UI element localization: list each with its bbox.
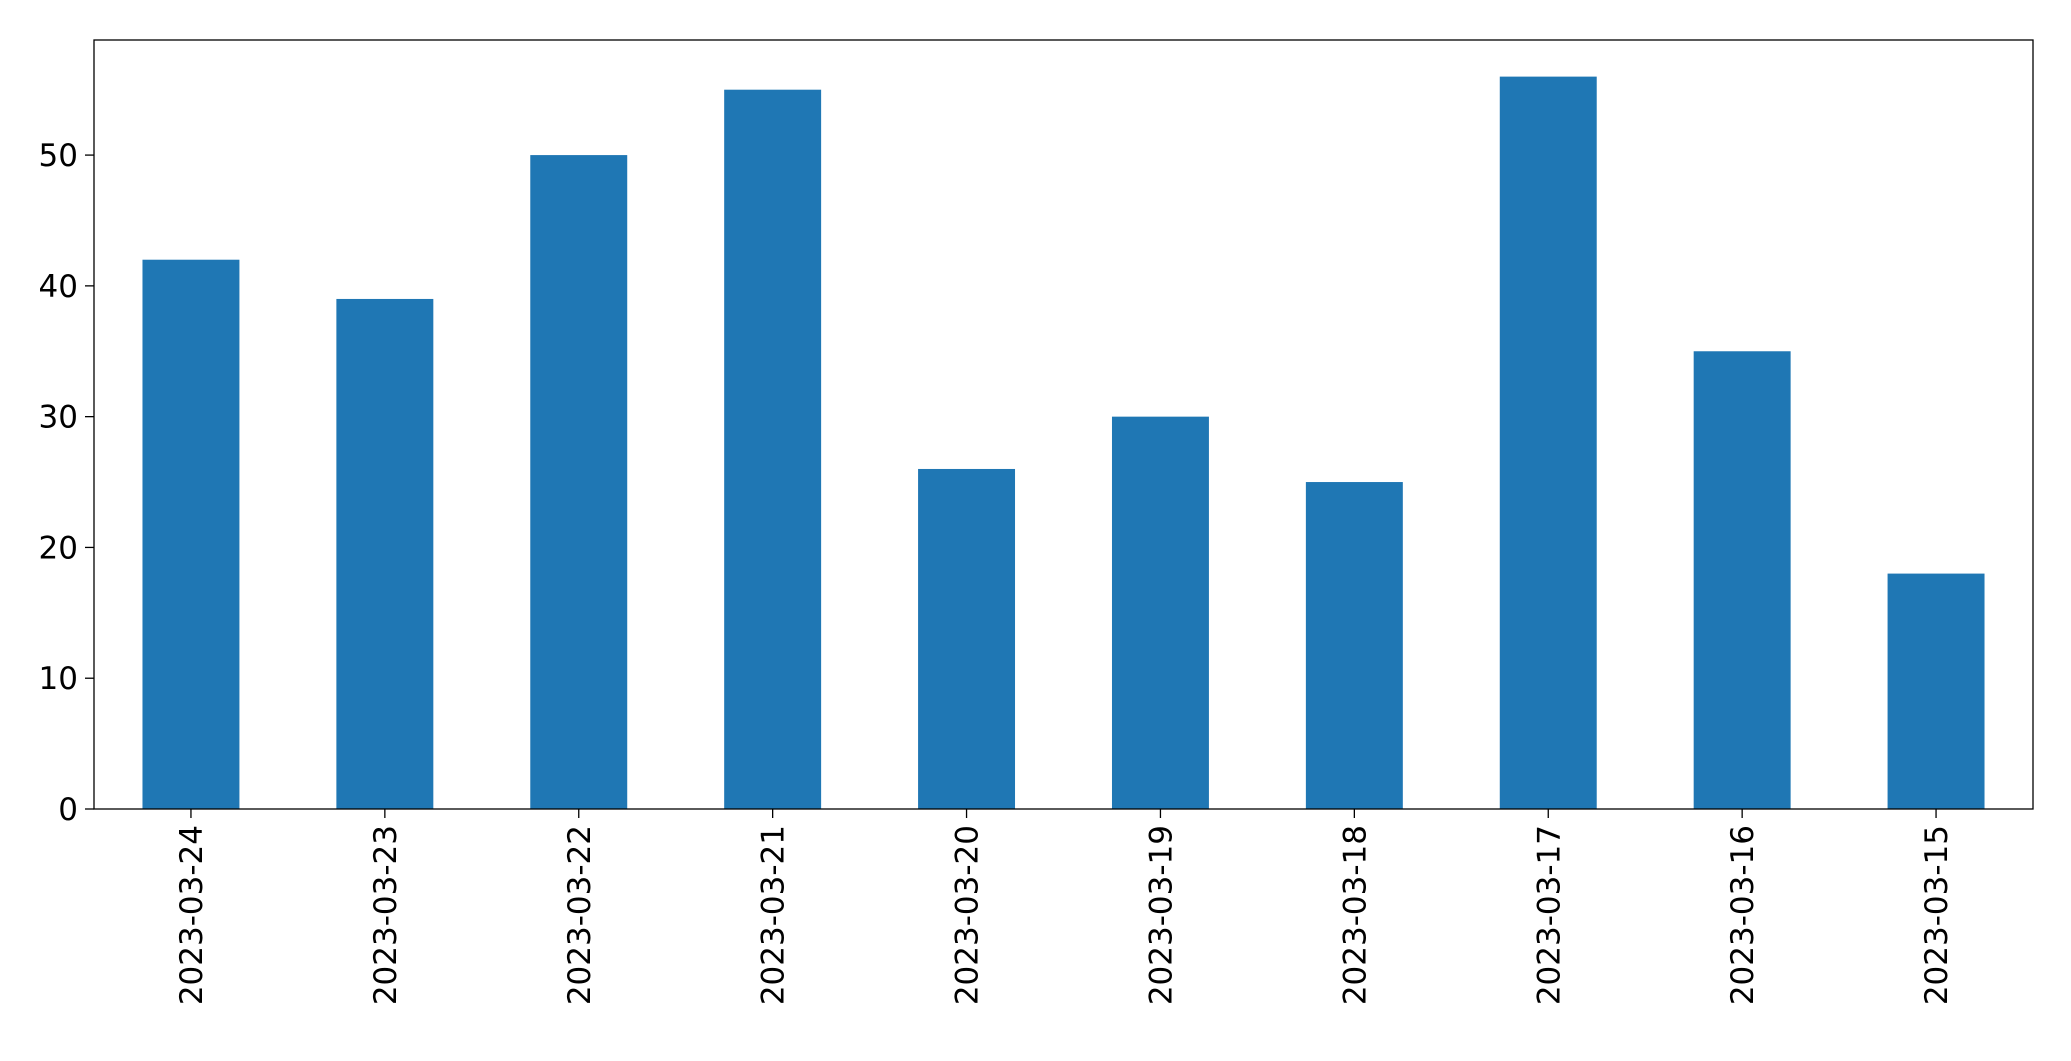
- x-tick-label: 2023-03-15: [1919, 825, 1955, 1005]
- bar: [530, 155, 628, 809]
- bar: [1499, 76, 1597, 810]
- bar: [1693, 351, 1791, 809]
- y-tick-label: 40: [39, 269, 78, 305]
- y-tick-label: 10: [39, 661, 78, 697]
- y-tick-label: 50: [39, 138, 78, 174]
- plot-frame: [93, 39, 2034, 810]
- bar: [918, 468, 1016, 809]
- x-tick-label: 2023-03-24: [174, 825, 210, 1005]
- bar: [1305, 482, 1403, 809]
- x-tick-label: 2023-03-16: [1725, 825, 1761, 1005]
- bar: [1111, 416, 1209, 809]
- x-tick-label: 2023-03-17: [1531, 825, 1567, 1005]
- x-tick-label: 2023-03-20: [950, 825, 986, 1005]
- y-tick-label: 30: [39, 400, 78, 436]
- x-tick-label: 2023-03-18: [1337, 825, 1373, 1005]
- x-tick-label: 2023-03-23: [368, 825, 404, 1005]
- bar: [336, 298, 434, 809]
- bar: [142, 259, 240, 809]
- x-tick-label: 2023-03-19: [1143, 825, 1179, 1005]
- y-tick-label: 0: [58, 792, 78, 828]
- x-tick-label: 2023-03-21: [756, 825, 792, 1005]
- bar: [1887, 573, 1985, 809]
- x-tick-label: 2023-03-22: [562, 825, 598, 1005]
- y-tick-label: 20: [39, 530, 78, 566]
- bar: [724, 89, 822, 810]
